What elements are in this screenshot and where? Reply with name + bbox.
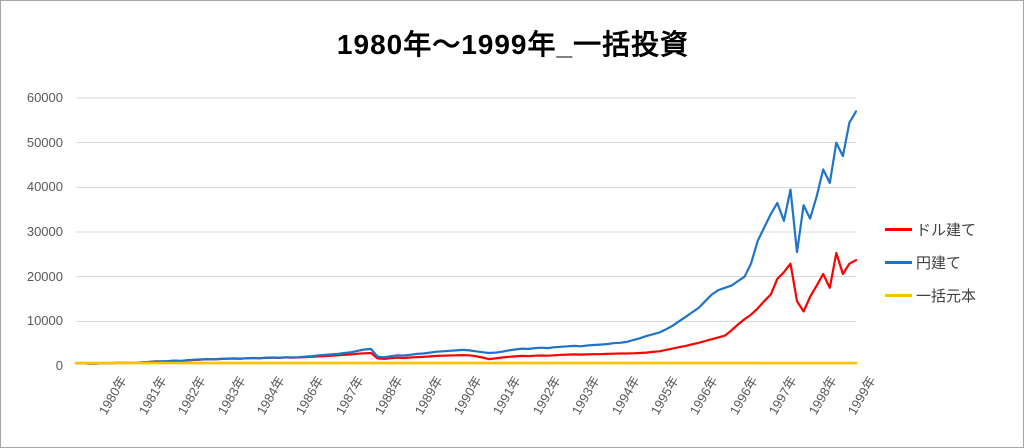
series-line-0-ドル建て <box>74 251 858 365</box>
plot-area <box>74 97 858 366</box>
legend-swatch-principal-line-icon <box>885 294 912 297</box>
x-axis-label: 1995年 <box>647 373 682 418</box>
y-axis-label: 20000 <box>26 268 63 284</box>
x-axis-label: 1982年 <box>174 373 209 418</box>
legend: ドル建て 円建て 一括元本 <box>885 213 1021 312</box>
legend-item-yen: 円建て <box>885 246 1021 279</box>
x-axis-label: 1989年 <box>411 373 446 418</box>
x-axis-label: 1993年 <box>568 373 603 418</box>
legend-item-usd: ドル建て <box>885 213 1021 246</box>
legend-swatch-yen-line-icon <box>885 261 912 264</box>
y-axis-label: 50000 <box>26 134 63 150</box>
x-axis-label: 1987年 <box>332 373 367 418</box>
x-axis-label: 1981年 <box>135 373 170 418</box>
x-axis-label: 1990年 <box>450 373 485 418</box>
x-axis-label: 1980年 <box>96 373 130 418</box>
series-line-1-円建て <box>74 110 858 365</box>
legend-label-principal: 一括元本 <box>916 288 977 305</box>
chart-title: 1980年～1999年_一括投資 <box>336 29 690 60</box>
x-axis-label: 1994年 <box>608 373 643 418</box>
y-axis-label: 40000 <box>26 179 63 195</box>
y-axis-label: 10000 <box>26 313 63 329</box>
x-axis-label: 1986年 <box>293 373 327 418</box>
legend-label-usd: ドル建て <box>916 222 977 239</box>
x-axis-label: 1996年 <box>687 373 721 418</box>
x-axis-label: 1991年 <box>490 373 524 418</box>
x-axis-label: 1992年 <box>529 373 564 418</box>
x-axis-label: 1998年 <box>805 373 840 418</box>
plot-svg <box>74 97 858 365</box>
x-axis-label: 1999年 <box>844 373 879 418</box>
legend-swatch-usd-line-icon <box>885 228 912 231</box>
x-axis-label: 1997年 <box>765 373 800 418</box>
x-axis-label: 1996年 <box>726 373 761 418</box>
legend-item-principal: 一括元本 <box>885 279 1021 312</box>
y-axis-label: 0 <box>55 358 63 373</box>
y-axis-label: 60000 <box>26 90 63 105</box>
legend-label-yen: 円建て <box>916 255 962 272</box>
x-axis-label: 1988年 <box>371 373 406 418</box>
y-axis-label: 30000 <box>26 224 63 239</box>
x-axis-label: 1984年 <box>253 373 288 418</box>
x-axis-label: 1983年 <box>214 373 249 418</box>
